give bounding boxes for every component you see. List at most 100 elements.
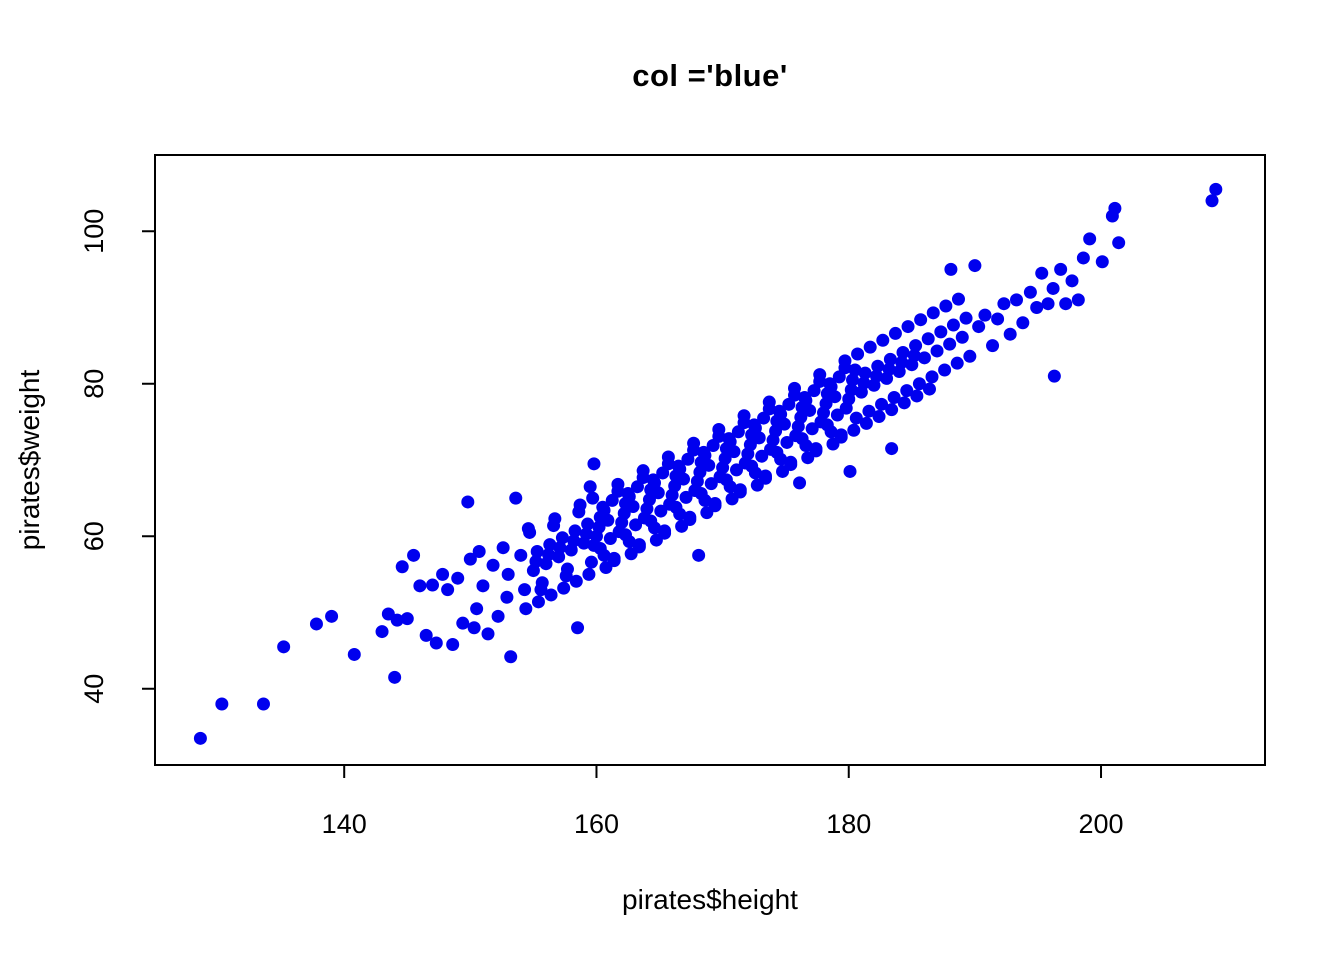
data-point <box>1023 285 1037 299</box>
data-point <box>679 490 693 504</box>
data-point <box>309 617 323 631</box>
data-point <box>644 514 658 528</box>
data-point <box>654 504 668 518</box>
data-point <box>784 458 798 472</box>
data-point <box>607 554 621 568</box>
x-tick-label: 180 <box>826 809 871 839</box>
data-point <box>456 616 470 630</box>
data-point <box>579 527 593 541</box>
data-point <box>681 452 695 466</box>
data-point <box>500 590 514 604</box>
data-point <box>712 423 726 436</box>
data-point <box>491 609 505 623</box>
data-point <box>605 493 619 507</box>
data-point <box>930 344 944 358</box>
data-point <box>626 500 640 514</box>
data-point <box>846 373 860 387</box>
data-point <box>592 520 606 534</box>
data-point <box>467 621 481 635</box>
x-tick-label: 140 <box>322 809 367 839</box>
data-point <box>617 506 631 520</box>
data-point <box>1076 251 1090 265</box>
data-point <box>777 417 791 431</box>
data-point <box>794 410 808 424</box>
data-point <box>934 325 948 339</box>
data-point <box>277 640 291 654</box>
data-point <box>820 418 834 432</box>
data-point <box>694 487 708 501</box>
y-tick-label: 60 <box>79 521 109 551</box>
data-point <box>832 370 846 384</box>
data-point <box>910 389 924 403</box>
data-point <box>642 493 656 507</box>
data-point <box>1209 182 1223 196</box>
data-point <box>568 524 582 538</box>
data-point <box>788 381 802 395</box>
data-point <box>476 579 490 593</box>
data-point <box>692 548 706 562</box>
data-point <box>824 380 838 394</box>
data-point <box>504 650 518 664</box>
data-point <box>587 457 601 471</box>
data-point <box>921 332 935 346</box>
data-point <box>851 347 865 361</box>
data-point <box>567 534 581 548</box>
data-point <box>755 449 769 463</box>
plot-box <box>154 154 1266 766</box>
data-point <box>611 477 625 491</box>
x-tick-label: 200 <box>1078 809 1123 839</box>
data-point <box>523 525 537 539</box>
data-point <box>436 567 450 581</box>
data-point <box>896 345 910 359</box>
data-point <box>968 259 982 273</box>
data-point <box>669 500 683 514</box>
data-point <box>597 503 611 517</box>
data-point <box>603 532 617 546</box>
data-point <box>1071 293 1085 307</box>
data-point <box>805 422 819 436</box>
data-point <box>583 480 597 494</box>
data-point <box>872 410 886 424</box>
data-point <box>501 567 515 581</box>
data-point <box>718 451 732 465</box>
data-point <box>914 313 928 327</box>
data-point <box>986 339 1000 353</box>
data-point <box>887 390 901 404</box>
data-point <box>514 548 528 562</box>
data-point <box>997 297 1011 311</box>
data-point <box>950 356 964 370</box>
data-point <box>571 621 585 635</box>
data-point <box>909 339 923 353</box>
data-point <box>944 262 958 276</box>
data-point <box>849 411 863 425</box>
data-point <box>830 408 844 422</box>
data-point <box>1095 255 1109 269</box>
data-point <box>1035 266 1049 280</box>
data-point <box>780 435 794 449</box>
data-point <box>844 383 858 397</box>
data-point <box>871 359 885 373</box>
data-point <box>426 578 439 592</box>
data-point <box>390 613 404 627</box>
data-point <box>912 377 926 391</box>
data-point <box>557 581 571 595</box>
data-point <box>586 491 600 505</box>
data-point <box>882 362 896 376</box>
data-point <box>991 312 1005 326</box>
data-point <box>943 337 957 351</box>
data-point <box>885 403 899 417</box>
data-point <box>774 407 788 421</box>
data-point <box>413 579 427 593</box>
x-axis-label: pirates$height <box>622 884 798 915</box>
data-point <box>584 555 598 569</box>
data-point <box>531 595 545 609</box>
data-point <box>582 567 596 581</box>
data-point <box>636 464 650 478</box>
data-point <box>834 430 848 444</box>
data-point <box>897 396 911 410</box>
data-point <box>770 445 784 459</box>
data-point <box>347 647 361 661</box>
data-point <box>632 540 646 554</box>
data-point <box>486 558 500 572</box>
